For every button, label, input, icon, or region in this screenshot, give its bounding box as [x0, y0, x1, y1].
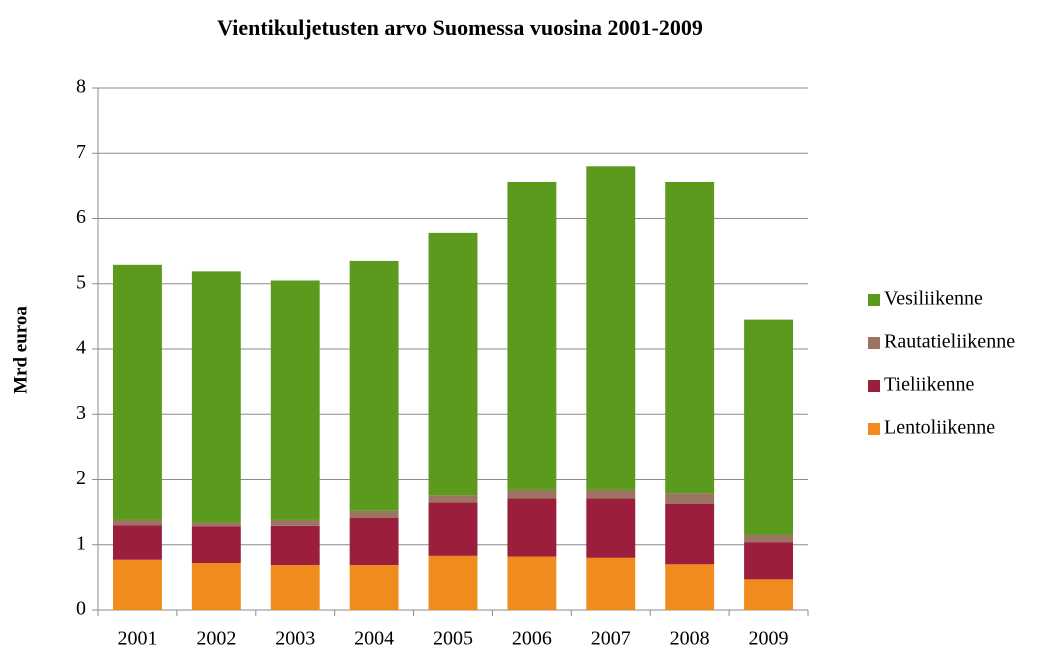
- x-tick-label: 2007: [591, 628, 631, 650]
- x-tick-label: 2004: [354, 628, 394, 650]
- bar-segment: [507, 498, 557, 557]
- bar-segment: [112, 525, 162, 560]
- bar-segment: [665, 564, 715, 610]
- x-tick-label: 2005: [433, 628, 473, 650]
- bar-segment: [428, 555, 478, 610]
- x-tick-label: 2003: [275, 628, 315, 650]
- y-tick-label: 6: [76, 206, 86, 228]
- x-tick-label: 2006: [512, 628, 552, 650]
- bar-segment: [191, 522, 241, 527]
- x-tick-label: 2009: [749, 628, 789, 650]
- bar-segment: [349, 510, 399, 518]
- y-axis-label: Mrd euroa: [10, 306, 31, 394]
- bar-segment: [112, 264, 162, 520]
- x-tick-label: 2002: [196, 628, 236, 650]
- x-tick-label: 2008: [670, 628, 710, 650]
- bar-segment: [112, 519, 162, 526]
- bar-segment: [665, 493, 715, 504]
- y-tick-label: 5: [76, 271, 86, 293]
- bar-segment: [270, 564, 320, 610]
- y-tick-label: 2: [76, 467, 86, 489]
- bar-segment: [349, 517, 399, 565]
- chart-title: Vientikuljetusten arvo Suomessa vuosina …: [217, 15, 703, 40]
- bar-segment: [191, 563, 241, 610]
- legend-swatch: [868, 294, 880, 306]
- bar-segment: [586, 489, 636, 499]
- bar-segment: [507, 489, 557, 499]
- y-tick-label: 8: [76, 76, 86, 98]
- legend-label: Rautatieliikenne: [884, 331, 1015, 353]
- bar-segment: [270, 280, 320, 520]
- bar-segment: [428, 495, 478, 503]
- legend-label: Tieliikenne: [884, 374, 974, 396]
- bar-segment: [507, 181, 557, 490]
- bar-segment: [191, 526, 241, 564]
- bar-segment: [428, 232, 478, 496]
- legend-swatch: [868, 423, 880, 435]
- bar-segment: [665, 181, 715, 494]
- bar-segment: [744, 579, 794, 610]
- y-tick-label: 7: [76, 141, 86, 163]
- bar-segment: [112, 559, 162, 610]
- bar-segment: [270, 519, 320, 526]
- y-tick-label: 3: [76, 402, 86, 424]
- x-tick-label: 2001: [117, 628, 157, 650]
- bar-segment: [744, 319, 794, 535]
- bar-segment: [349, 260, 399, 511]
- legend-swatch: [868, 337, 880, 349]
- bar-segment: [744, 534, 794, 543]
- bar-segment: [349, 564, 399, 610]
- bar-segment: [744, 542, 794, 580]
- bar-segment: [665, 503, 715, 565]
- y-tick-label: 4: [76, 337, 86, 359]
- bar-segment: [507, 556, 557, 610]
- bar-segment: [428, 502, 478, 556]
- bar-segment: [586, 498, 636, 558]
- bar-segment: [586, 166, 636, 490]
- bar-segment: [270, 525, 320, 565]
- legend-label: Vesiliikenne: [884, 288, 983, 310]
- y-tick-label: 0: [76, 598, 86, 620]
- legend-label: Lentoliikenne: [884, 417, 995, 439]
- y-tick-label: 1: [76, 532, 86, 554]
- legend-swatch: [868, 380, 880, 392]
- bar-segment: [191, 271, 241, 523]
- bar-segment: [586, 557, 636, 610]
